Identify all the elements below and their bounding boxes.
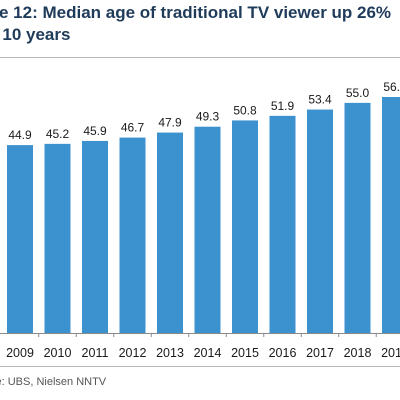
bar-2019: [382, 97, 400, 333]
x-tick-label-2010: 2010: [44, 346, 72, 360]
top-divider: [0, 57, 400, 58]
chart-subtitle: t 10 years: [0, 25, 71, 44]
value-label-2009: 44.9: [8, 128, 32, 142]
x-tick-label-2014: 2014: [194, 346, 222, 360]
value-label-2015: 50.8: [233, 103, 257, 117]
bar-2014: [194, 126, 221, 333]
bar-2018: [344, 102, 371, 333]
x-tick-label-2017: 2017: [306, 346, 334, 360]
value-label-2017: 53.4: [308, 93, 332, 107]
bar-2015: [232, 120, 258, 334]
bar-2009: [7, 145, 33, 333]
x-tick-label-2009: 2009: [6, 346, 34, 360]
value-label-2011: 45.9: [83, 124, 107, 138]
x-tick-label-2019: 2019: [381, 346, 400, 360]
x-tick-label-2018: 2018: [344, 346, 372, 360]
x-tick-label-2011: 2011: [82, 346, 109, 360]
value-label-2018: 55.0: [346, 86, 370, 100]
bar-2011: [82, 140, 108, 333]
x-tick-label-2012: 2012: [119, 346, 147, 360]
value-label-2012: 46.7: [121, 121, 145, 135]
x-tick-label-2016: 2016: [269, 346, 297, 360]
bar-2010: [44, 143, 71, 333]
bottom-divider: [0, 366, 400, 367]
value-label-2016: 51.9: [271, 99, 295, 113]
bar-2017: [307, 109, 333, 333]
bar-2012: [119, 137, 146, 333]
x-tick-label-2015: 2015: [231, 346, 259, 360]
x-tick-label-2013: 2013: [156, 346, 184, 360]
bar-2016: [269, 115, 296, 333]
chart-title: ure 12: Median age of traditional TV vie…: [0, 3, 392, 22]
value-label-2014: 49.3: [196, 110, 220, 124]
bar-2013: [157, 132, 183, 333]
source-note: ce: UBS, Nielsen NNTV: [0, 376, 107, 388]
value-label-2013: 47.9: [158, 116, 182, 130]
value-label-2010: 45.2: [46, 127, 70, 141]
value-label-2019: 56.4: [383, 80, 400, 94]
